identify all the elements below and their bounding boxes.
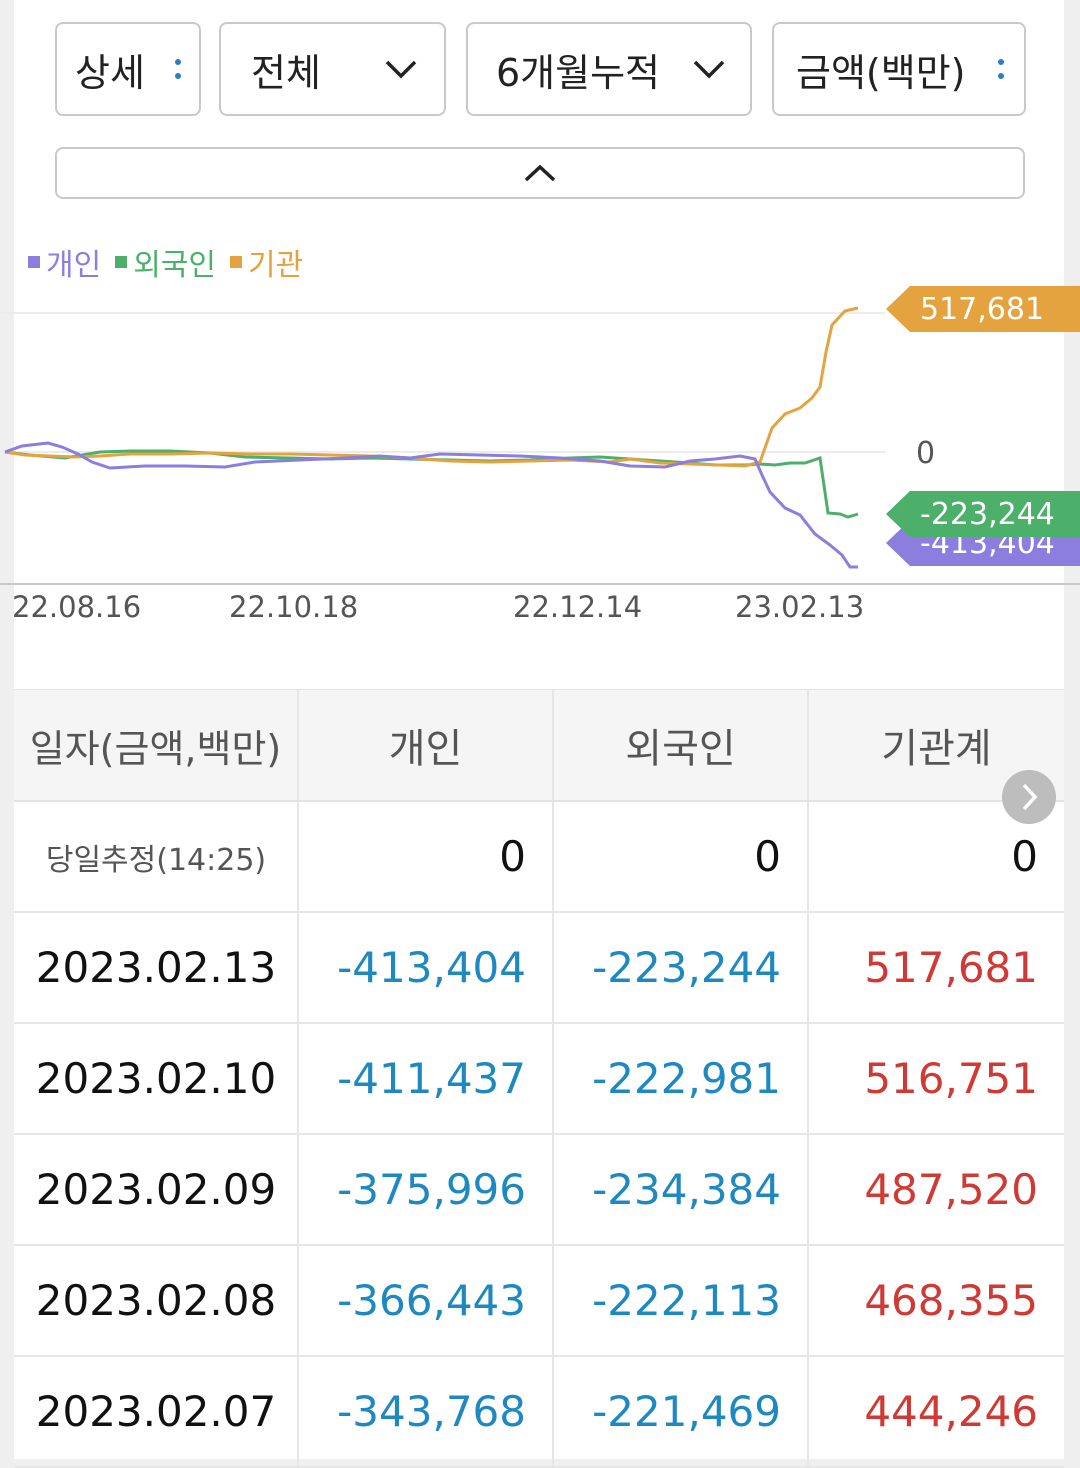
legend-swatch-institution bbox=[230, 256, 243, 268]
cell-date: 2023.02.07 bbox=[14, 1356, 299, 1468]
investor-flow-table: 일자(금액,백만) 개인 외국인 기관계 당일추정(14:25) 0 0 0 2… bbox=[14, 689, 1064, 1468]
cell-institution: 487,520 bbox=[808, 1134, 1064, 1246]
chevron-right-icon bbox=[1022, 783, 1038, 811]
value-tag-foreign: -223,244 bbox=[886, 491, 1080, 537]
series-line-individual bbox=[4, 441, 858, 569]
table-row: 2023.02.13 -413,404 -223,244 517,681 bbox=[14, 912, 1064, 1024]
cell-institution: 444,246 bbox=[808, 1356, 1064, 1468]
period-dropdown[interactable]: 6개월누적 bbox=[466, 22, 752, 116]
cell-foreign: -234,384 bbox=[553, 1134, 809, 1246]
table-row: 2023.02.07 -343,768 -221,469 444,246 bbox=[14, 1356, 1064, 1468]
legend-label-foreign: 외국인 bbox=[133, 248, 217, 283]
legend-item-individual[interactable]: 개인 bbox=[28, 240, 101, 284]
next-columns-button[interactable] bbox=[1002, 770, 1056, 824]
legend-label-institution: 기관 bbox=[248, 248, 304, 283]
legend-label-individual: 개인 bbox=[46, 248, 102, 283]
legend-item-foreign[interactable]: 외국인 bbox=[115, 240, 216, 284]
period-label: 6개월누적 bbox=[496, 50, 661, 95]
cell-date: 2023.02.08 bbox=[14, 1245, 299, 1357]
header-date: 일자(금액,백만) bbox=[14, 689, 299, 802]
chevron-up-icon bbox=[524, 164, 556, 182]
cell-foreign: -223,244 bbox=[553, 912, 809, 1024]
chevron-down-icon bbox=[693, 60, 725, 79]
table-row: 2023.02.10 -411,437 -222,981 516,751 bbox=[14, 1023, 1064, 1135]
header-foreign: 외국인 bbox=[553, 689, 809, 802]
legend-item-institution[interactable]: 기관 bbox=[230, 240, 303, 284]
header-individual: 개인 bbox=[298, 689, 554, 802]
scope-label: 전체 bbox=[251, 50, 321, 95]
x-tick-label: 23.02.13 bbox=[735, 590, 865, 624]
cell-date: 2023.02.10 bbox=[14, 1023, 299, 1135]
kebab-menu-icon bbox=[175, 59, 181, 79]
table-row: 당일추정(14:25) 0 0 0 bbox=[14, 801, 1064, 913]
cell-institution: 516,751 bbox=[808, 1023, 1064, 1135]
cell-individual: -413,404 bbox=[298, 912, 554, 1024]
cell-foreign: -222,981 bbox=[553, 1023, 809, 1135]
value-tag-institution-text: 517,681 bbox=[920, 291, 1045, 327]
x-tick-label: 22.12.14 bbox=[513, 590, 643, 624]
detail-label: 상세 bbox=[75, 50, 145, 95]
value-tag-foreign-text: -223,244 bbox=[920, 496, 1055, 532]
chevron-down-icon bbox=[385, 60, 417, 79]
cell-foreign: 0 bbox=[553, 801, 809, 913]
x-tick-label: 22.10.18 bbox=[229, 590, 359, 624]
x-axis-line bbox=[0, 583, 1080, 585]
cell-date: 2023.02.13 bbox=[14, 912, 299, 1024]
table-row: 2023.02.08 -366,443 -222,113 468,355 bbox=[14, 1245, 1064, 1357]
line-chart[interactable] bbox=[0, 0, 1080, 600]
scope-dropdown[interactable]: 전체 bbox=[219, 22, 446, 116]
header-institution: 기관계 bbox=[808, 689, 1064, 802]
cell-institution: 468,355 bbox=[808, 1245, 1064, 1357]
cell-individual: -366,443 bbox=[298, 1245, 554, 1357]
unit-label: 금액(백만) bbox=[796, 50, 966, 95]
collapse-button[interactable] bbox=[55, 147, 1025, 199]
kebab-menu-icon bbox=[998, 59, 1004, 79]
detail-selector[interactable]: 상세 bbox=[55, 22, 201, 116]
cell-individual: -411,437 bbox=[298, 1023, 554, 1135]
unit-selector[interactable]: 금액(백만) bbox=[772, 22, 1026, 116]
series-line-institution bbox=[4, 306, 859, 468]
cell-date: 당일추정(14:25) bbox=[14, 801, 299, 913]
chart-legend: 개인 외국인 기관 bbox=[28, 240, 303, 284]
cell-individual: 0 bbox=[298, 801, 554, 913]
legend-swatch-foreign bbox=[115, 256, 128, 268]
cell-foreign: -221,469 bbox=[553, 1356, 809, 1468]
table-header-row: 일자(금액,백만) 개인 외국인 기관계 bbox=[14, 689, 1064, 802]
x-tick-label: 22.08.16 bbox=[12, 590, 142, 624]
cell-institution: 517,681 bbox=[808, 912, 1064, 1024]
cell-individual: -375,996 bbox=[298, 1134, 554, 1246]
cell-date: 2023.02.09 bbox=[14, 1134, 299, 1246]
cell-individual: -343,768 bbox=[298, 1356, 554, 1468]
axis-zero-label: 0 bbox=[916, 436, 936, 471]
legend-swatch-individual bbox=[28, 256, 40, 268]
table-row: 2023.02.09 -375,996 -234,384 487,520 bbox=[14, 1134, 1064, 1246]
value-tag-institution: 517,681 bbox=[886, 286, 1080, 332]
cell-foreign: -222,113 bbox=[553, 1245, 809, 1357]
